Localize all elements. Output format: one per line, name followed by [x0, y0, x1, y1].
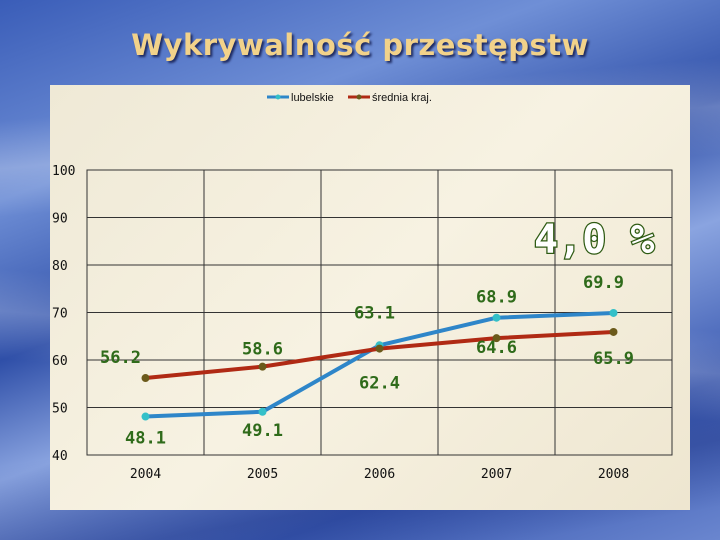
data-point-s1-3: [492, 334, 501, 343]
x-tick-label: 2004: [130, 467, 161, 482]
chart-grid: [86, 169, 673, 456]
chart-panel: [50, 85, 690, 510]
data-point-s1-0: [141, 374, 150, 383]
data-point-s0-4: [609, 308, 618, 317]
y-tick-label: 40: [52, 449, 68, 464]
page-title: Wykrywalność przestępstw: [131, 28, 589, 62]
series-line-0: [145, 310, 614, 419]
series-points: [141, 308, 618, 421]
legend-marker-lubelskie: [275, 94, 281, 100]
data-label-srednia: 56.2: [100, 348, 141, 368]
y-tick-label: 50: [52, 402, 68, 417]
y-tick-label: 100: [52, 164, 75, 179]
x-tick-label: 2007: [481, 467, 512, 482]
x-tick-label: 2005: [247, 467, 278, 482]
series-line-1: [145, 329, 614, 381]
chart-legend: lubelskie średnia kraj.: [267, 92, 432, 104]
series-lines: [145, 310, 614, 419]
data-label-lubelskie: 63.1: [354, 303, 395, 323]
y-tick-label: 90: [52, 212, 68, 227]
legend-label-lubelskie: lubelskie: [291, 92, 334, 104]
data-point-s1-2: [375, 344, 384, 353]
data-label-lubelskie: 68.9: [476, 288, 517, 308]
data-label-srednia: 65.9: [593, 349, 634, 369]
y-tick-label: 70: [52, 307, 68, 322]
data-point-s1-4: [609, 327, 618, 336]
x-tick-label: 2006: [364, 467, 395, 482]
data-label-srednia: 64.6: [476, 338, 517, 358]
data-label-lubelskie: 69.9: [583, 273, 624, 293]
data-point-s0-1: [258, 407, 267, 416]
data-label-srednia: 62.4: [359, 374, 400, 394]
data-point-s0-3: [492, 313, 501, 322]
data-point-s0-0: [141, 412, 150, 421]
data-label-srednia: 58.6: [242, 340, 283, 360]
data-labels: 48.1 49.1 63.1 68.9 69.9 56.2 58.6 62.4 64.6 65.9: [100, 273, 634, 449]
change-badge: 4,0 %: [534, 217, 654, 263]
data-label-lubelskie: 49.1: [242, 421, 283, 441]
data-point-s1-1: [258, 362, 267, 371]
data-label-lubelskie: 48.1: [125, 429, 166, 449]
y-tick-label: 80: [52, 259, 68, 274]
legend-marker-srednia: [356, 94, 362, 100]
legend-label-srednia: średnia kraj.: [372, 92, 432, 104]
x-axis: 2004 2005 2006 2007 2008: [130, 467, 629, 482]
x-tick-label: 2008: [598, 467, 629, 482]
y-axis: 40 50 60 70 80 90 100: [52, 164, 75, 464]
y-tick-label: 60: [52, 354, 68, 369]
